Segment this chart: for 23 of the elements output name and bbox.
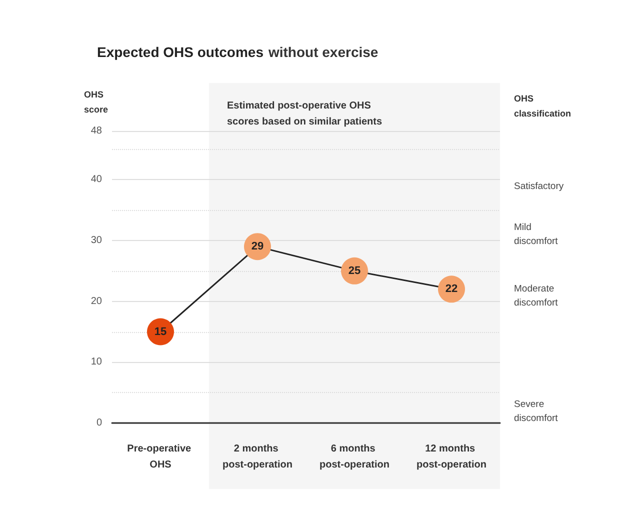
y2-axis-title: OHS classification xyxy=(514,94,572,118)
y-axis-title: OHS score xyxy=(84,90,108,114)
band-label: Estimated post-operative OHS scores based on similar patients xyxy=(227,100,382,128)
x-tick-label: 6 months post-operation xyxy=(320,444,390,470)
text: Severe discomfort xyxy=(514,398,558,424)
x-tick-label: 2 months post-operation xyxy=(222,444,292,470)
text: Satisfactory xyxy=(514,180,564,192)
y-tick-label: 30 xyxy=(90,235,102,246)
y-tick-label: 40 xyxy=(90,174,102,186)
x-tick-label: Pre-operative OHS xyxy=(127,444,194,470)
y-tick-label: 48 xyxy=(90,126,102,136)
chart-subtitle: without exercise xyxy=(267,44,378,60)
y-tick-label: 20 xyxy=(90,296,102,307)
chart-title: Expected OHS outcomes xyxy=(97,44,264,60)
y-tick-label: 10 xyxy=(90,356,102,368)
data-label: 15 xyxy=(154,326,167,338)
data-label: 29 xyxy=(251,240,264,253)
text: Mild discomfort xyxy=(514,222,558,248)
data-label: 25 xyxy=(348,264,361,277)
y-tick-label: 0 xyxy=(96,418,102,428)
data-label: 22 xyxy=(445,283,458,296)
x-tick-label: 12 months post-operation xyxy=(416,444,486,470)
text: Moderate discomfort xyxy=(514,283,558,308)
